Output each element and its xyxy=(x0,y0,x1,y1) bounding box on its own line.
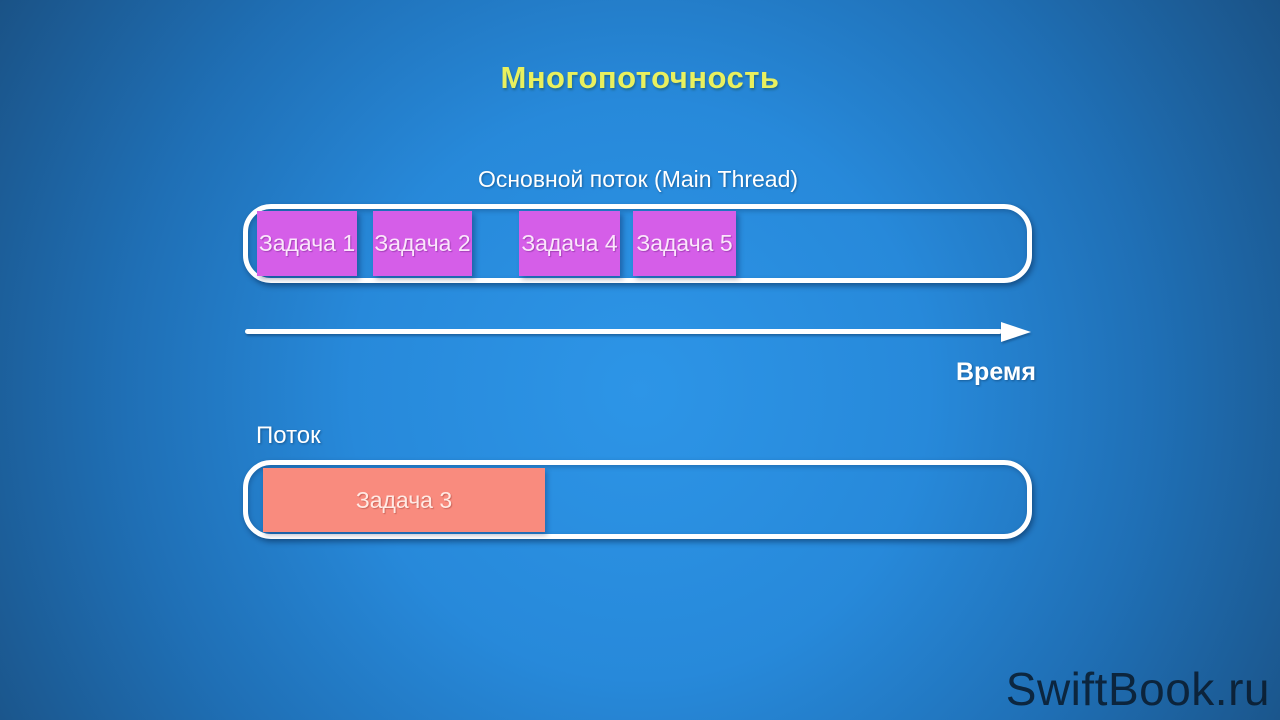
task-block-5: Задача 5 xyxy=(633,211,736,276)
secondary-thread-track: Задача 3 xyxy=(243,460,1032,539)
main-thread-track: Задача 1 Задача 2 Задача 4 Задача 5 xyxy=(243,204,1032,283)
main-thread-label: Основной поток (Main Thread) xyxy=(477,166,799,192)
secondary-thread-label: Поток xyxy=(256,422,321,449)
arrow-shaft xyxy=(245,329,1002,334)
watermark: SwiftBook.ru xyxy=(1005,663,1270,715)
time-axis-label: Время xyxy=(956,358,1036,386)
task-block-4: Задача 4 xyxy=(519,211,620,276)
arrow-head-icon xyxy=(1001,322,1031,342)
task-block-3: Задача 3 xyxy=(263,468,545,532)
page-title: Многопоточность xyxy=(500,60,780,95)
task-block-2: Задача 2 xyxy=(373,211,472,276)
task-block-1: Задача 1 xyxy=(257,211,357,276)
time-axis-arrow xyxy=(245,322,1031,342)
